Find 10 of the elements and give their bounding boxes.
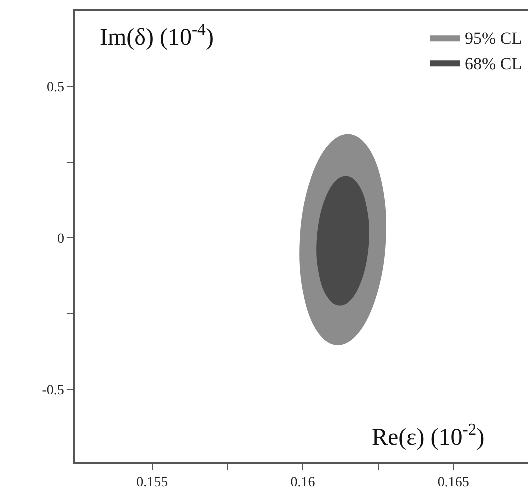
y-axis-title: Im(δ) (10$^{-4}$): [100, 20, 214, 52]
x-tick-label: 0.16: [290, 476, 316, 491]
y-tick-label: -0.5: [42, 383, 64, 398]
legend-label: 68% CL: [465, 54, 522, 74]
x-axis-title: Re(ε) (10$^{-2}$): [372, 420, 485, 452]
legend-label: 95% CL: [465, 29, 522, 48]
x-tick-label: 0.165: [438, 476, 470, 491]
y-tick-label: 0.5: [46, 80, 64, 96]
x-tick-label: 0.155: [136, 476, 168, 491]
y-tick-label: 0: [57, 232, 64, 247]
